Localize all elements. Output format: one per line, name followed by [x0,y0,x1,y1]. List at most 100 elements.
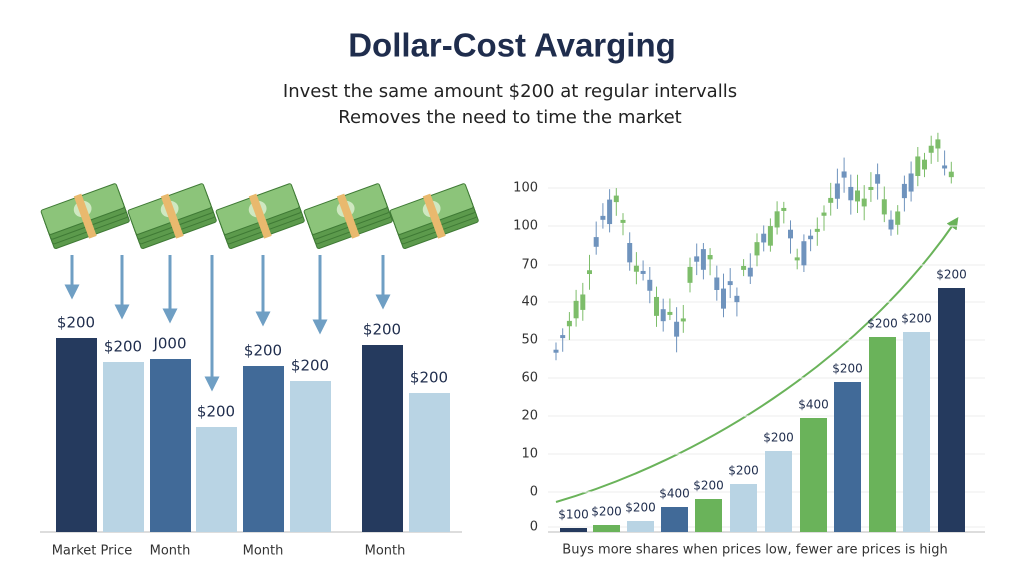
candle-body [600,215,606,220]
candle-body [814,228,820,232]
candle-body [553,349,559,353]
y-tick-label: 0 [530,485,538,500]
bar [730,484,757,532]
candle-body [942,165,948,169]
candle-body [841,171,847,178]
y-tick-label: 10 [521,447,538,462]
candle-body [767,226,773,246]
bar-label: $100 [558,508,589,522]
subtitle: Removes the need to time the market [338,107,681,128]
bar-label: $200 [363,321,401,339]
candle-body [801,241,807,266]
bar [661,507,688,532]
candle-body [747,267,753,277]
candle-body [834,183,840,199]
bar-label: $400 [798,398,829,412]
candle-body [613,195,619,203]
x-label: Month [365,544,406,559]
bar [593,525,620,532]
money-stack [303,183,393,249]
candle-body [694,256,700,262]
candle-body [721,288,726,309]
candle-body [680,318,686,322]
x-label: Month [150,544,191,559]
candle-body [627,243,633,263]
bar [765,451,792,532]
bar [560,528,587,532]
band [248,193,272,239]
candle-body [593,237,599,247]
bar [800,418,827,532]
candle-body [667,311,673,315]
bar [56,338,97,532]
bar-label: $200 [936,268,967,282]
band [422,193,446,239]
candle-body [707,255,713,260]
candle-body [794,257,800,261]
candle-body [761,233,767,243]
subtitle: Invest the same amount $200 at regular i… [283,81,737,102]
candle-body [881,199,887,215]
bar-label: $200 [693,479,724,493]
bar-label: $200 [410,369,448,387]
y-tick-label: 50 [521,333,538,348]
candle-body [821,212,827,216]
bar [869,337,896,532]
candle-body [828,197,834,203]
x-label: Month [243,544,284,559]
bar-label: $200 [197,403,235,421]
candle-body [580,294,586,310]
candle-body [875,174,881,184]
candle-body [928,145,934,153]
band [160,193,184,239]
bar [243,366,284,532]
candle-body [741,265,747,270]
bar [409,393,450,532]
bar-label: $200 [104,338,142,356]
bar-label: $200 [57,314,95,332]
candle-body [848,186,854,201]
candle-body [647,279,653,291]
candle-body [566,320,572,327]
candle-body [868,186,874,190]
bar-label: $200 [728,464,759,478]
candle-body [808,235,814,240]
candle-body [714,277,720,290]
money-stack [40,183,130,249]
trend-arrow [555,217,959,503]
money-stack [127,183,217,249]
y-tick-label: 20 [521,409,538,424]
candle-body [788,229,793,239]
y-tick-label: 100 [513,219,538,234]
candle-body [660,309,666,322]
candle-body [908,173,914,192]
bar [627,521,654,532]
y-tick-label: 40 [521,295,538,310]
candle-body [948,171,954,178]
bar-label: $200 [591,505,622,519]
candle-body [700,249,706,270]
bar-label: $200 [867,317,898,331]
candle-body [734,295,740,303]
title: Dollar-Cost Avarging [348,27,676,64]
candle-body [888,219,894,230]
caption: Buys more shares when prices low, fewer … [562,543,947,558]
candle-body [654,296,659,316]
bar [834,382,861,532]
bar-label: $200 [901,312,932,326]
candle-body [901,183,907,199]
money-stack [389,183,479,249]
y-tick-label: 70 [521,258,538,273]
bar-label: $200 [291,357,329,375]
candle-body [674,321,680,337]
candle-body [861,198,867,207]
candle-body [633,265,639,272]
candle-body [640,270,646,274]
candle-body [895,211,901,225]
candle-body [781,207,787,211]
bar [150,359,191,532]
candle-body [687,266,693,283]
y-tick-label: 100 [513,181,538,196]
candle-body [620,219,626,223]
